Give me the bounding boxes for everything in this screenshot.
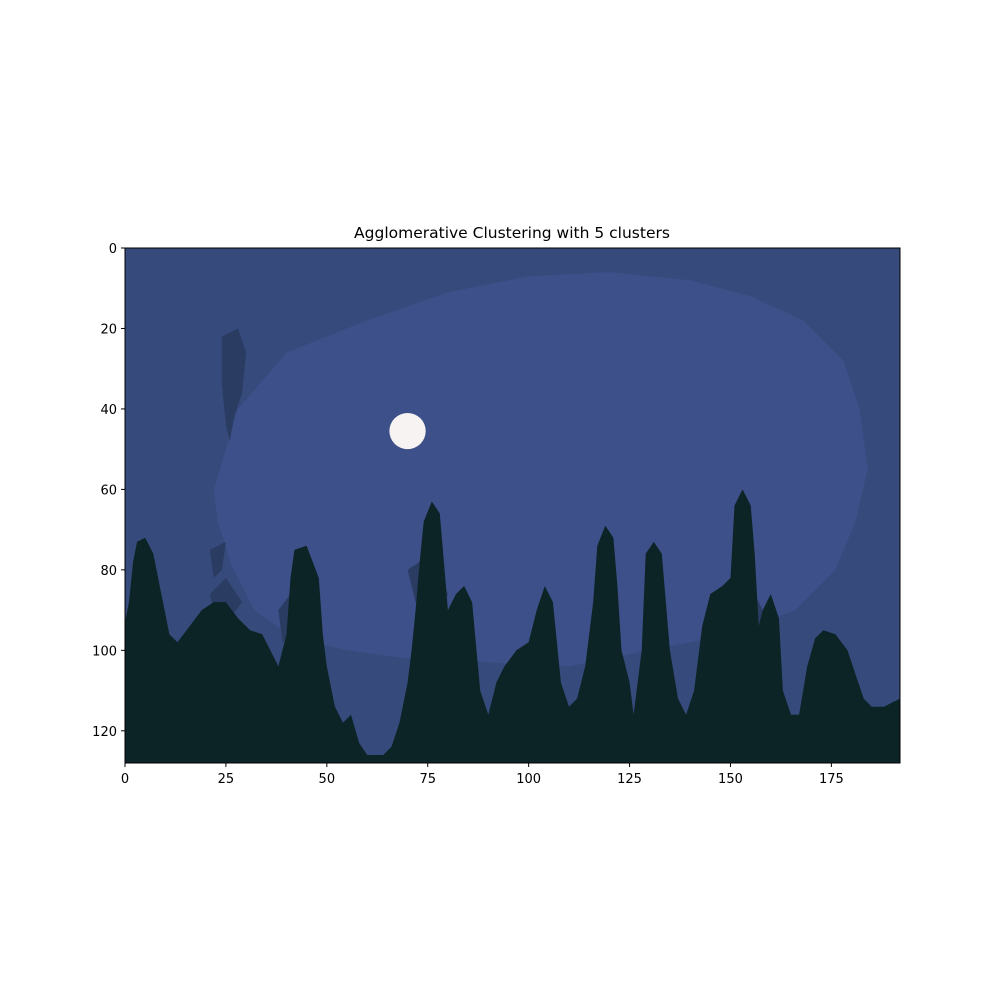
y-tick-label: 0	[109, 242, 117, 257]
y-tick-label: 40	[100, 403, 117, 418]
x-tick-label: 75	[419, 772, 436, 787]
cluster-moon	[389, 412, 426, 450]
y-tick-label: 20	[100, 322, 117, 337]
cluster-sky-dark-patch	[221, 328, 247, 442]
x-tick-label: 175	[819, 772, 844, 787]
cluster-sky-dark-patch	[209, 541, 226, 578]
x-axis: 0 25 50 75 100 125 150 175	[121, 763, 844, 787]
cluster-sky-inner	[213, 272, 868, 667]
y-axis: 0 20 40 60 80 100 120	[92, 242, 125, 740]
x-tick-label: 0	[121, 772, 129, 787]
y-tick-label: 120	[92, 725, 117, 740]
plot-frame	[124, 247, 901, 764]
y-tick-label: 60	[100, 483, 117, 498]
y-tick-label: 100	[92, 644, 117, 659]
y-tick-label: 80	[100, 564, 117, 579]
x-tick-label: 125	[617, 772, 642, 787]
x-tick-label: 50	[319, 772, 336, 787]
x-tick-label: 150	[718, 772, 743, 787]
x-tick-label: 100	[516, 772, 541, 787]
x-tick-label: 25	[218, 772, 235, 787]
cluster-trees	[125, 489, 900, 763]
chart-title: Agglomerative Clustering with 5 clusters	[354, 224, 670, 242]
